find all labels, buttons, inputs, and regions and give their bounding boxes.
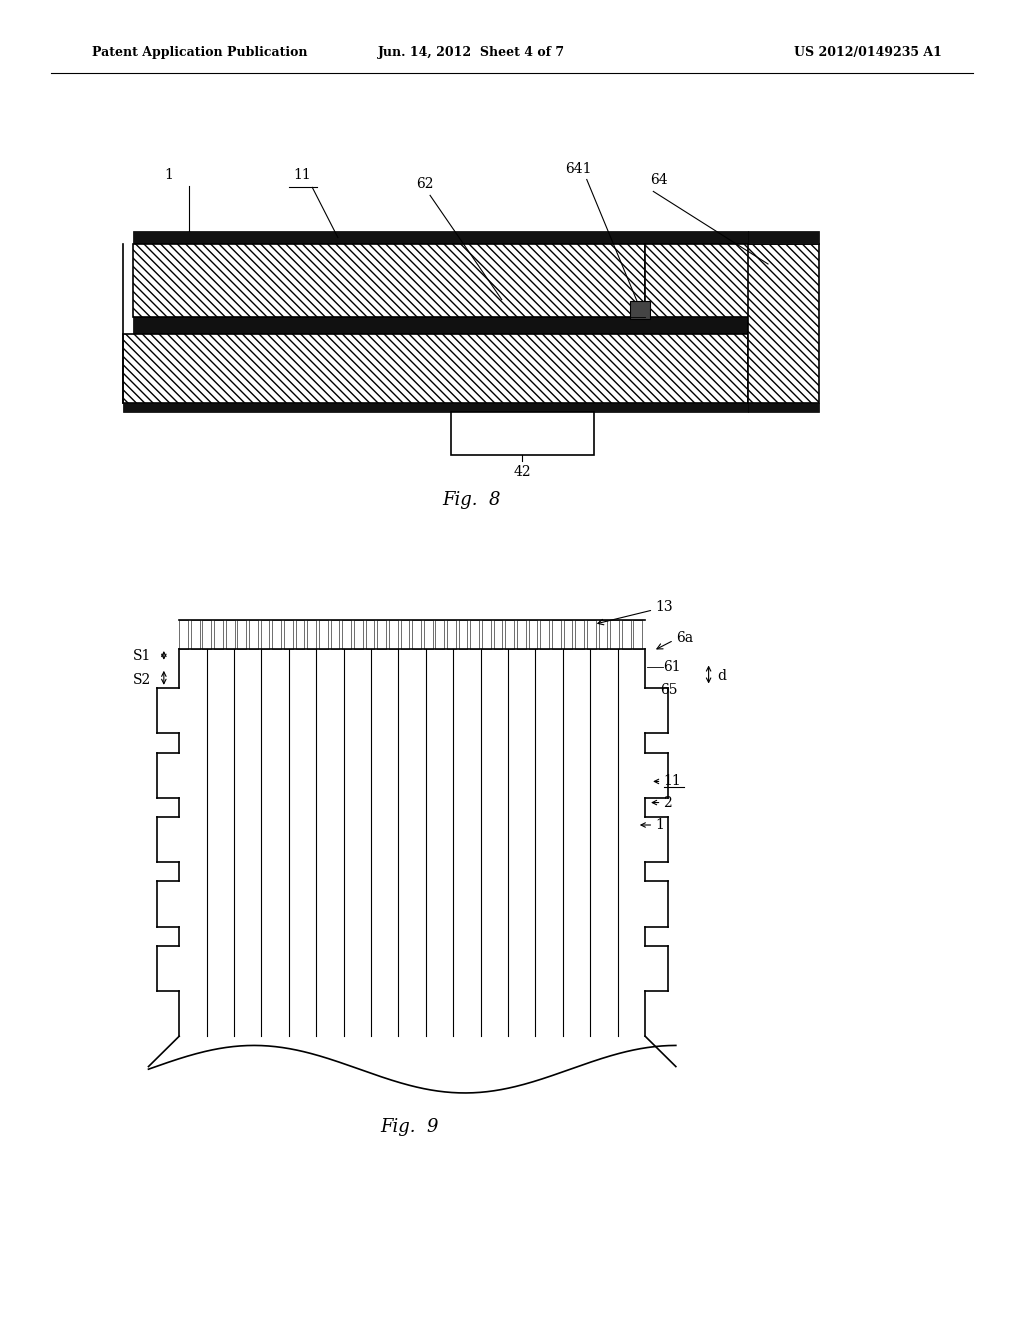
Bar (179, 620, 188, 649)
Bar (622, 620, 631, 649)
Text: 65: 65 (660, 684, 678, 697)
Bar (354, 620, 362, 649)
Bar (203, 620, 211, 649)
Bar (377, 620, 386, 649)
Bar (748, 244, 819, 403)
Bar (261, 620, 269, 649)
Text: S2: S2 (133, 673, 152, 686)
Bar (190, 620, 200, 649)
Text: 13: 13 (655, 601, 673, 614)
Text: 2: 2 (664, 796, 673, 809)
Bar (238, 620, 246, 649)
Text: 11: 11 (293, 168, 311, 182)
Bar (400, 620, 410, 649)
Bar (634, 620, 642, 649)
Bar (123, 334, 748, 403)
Bar (249, 620, 258, 649)
Bar (575, 620, 584, 649)
Bar (552, 620, 561, 649)
Bar (133, 231, 748, 244)
Bar (517, 620, 525, 649)
Text: d: d (717, 669, 726, 682)
Bar (506, 620, 514, 649)
Text: 1: 1 (165, 168, 173, 182)
Bar (482, 620, 490, 649)
Bar (331, 620, 339, 649)
Text: Fig.  9: Fig. 9 (380, 1118, 439, 1137)
Text: 64: 64 (650, 173, 668, 187)
Bar (296, 620, 304, 649)
Bar (470, 620, 479, 649)
Bar (424, 620, 432, 649)
Bar (610, 620, 618, 649)
Bar (748, 403, 819, 412)
Bar (284, 620, 293, 649)
Bar (389, 620, 397, 649)
Bar (563, 620, 572, 649)
Text: 61: 61 (664, 660, 681, 673)
Bar (307, 620, 316, 649)
Bar (435, 620, 444, 649)
Bar (272, 620, 282, 649)
Bar (494, 620, 503, 649)
Text: US 2012/0149235 A1: US 2012/0149235 A1 (795, 46, 942, 59)
Text: 6a: 6a (676, 631, 693, 644)
Bar (366, 620, 375, 649)
Bar (528, 620, 538, 649)
Text: 641: 641 (565, 161, 592, 176)
Bar (133, 317, 748, 334)
Text: S1: S1 (133, 649, 152, 663)
Bar (748, 231, 819, 244)
Bar (630, 301, 650, 319)
Bar (447, 620, 456, 649)
Text: 42: 42 (513, 465, 531, 479)
Bar (645, 244, 758, 317)
Bar (412, 620, 421, 649)
Bar (214, 620, 223, 649)
Bar (598, 620, 607, 649)
Bar (123, 403, 748, 412)
Bar (319, 620, 328, 649)
Text: Fig.  8: Fig. 8 (441, 491, 501, 510)
Text: 62: 62 (416, 177, 434, 191)
Bar (342, 620, 351, 649)
Bar (133, 244, 645, 317)
Bar (587, 620, 596, 649)
Bar (459, 620, 468, 649)
Bar (451, 412, 594, 455)
Text: Patent Application Publication: Patent Application Publication (92, 46, 307, 59)
Bar (225, 620, 234, 649)
Text: 1: 1 (655, 818, 665, 832)
Bar (541, 620, 549, 649)
Text: 11: 11 (664, 775, 681, 788)
Text: Jun. 14, 2012  Sheet 4 of 7: Jun. 14, 2012 Sheet 4 of 7 (378, 46, 564, 59)
